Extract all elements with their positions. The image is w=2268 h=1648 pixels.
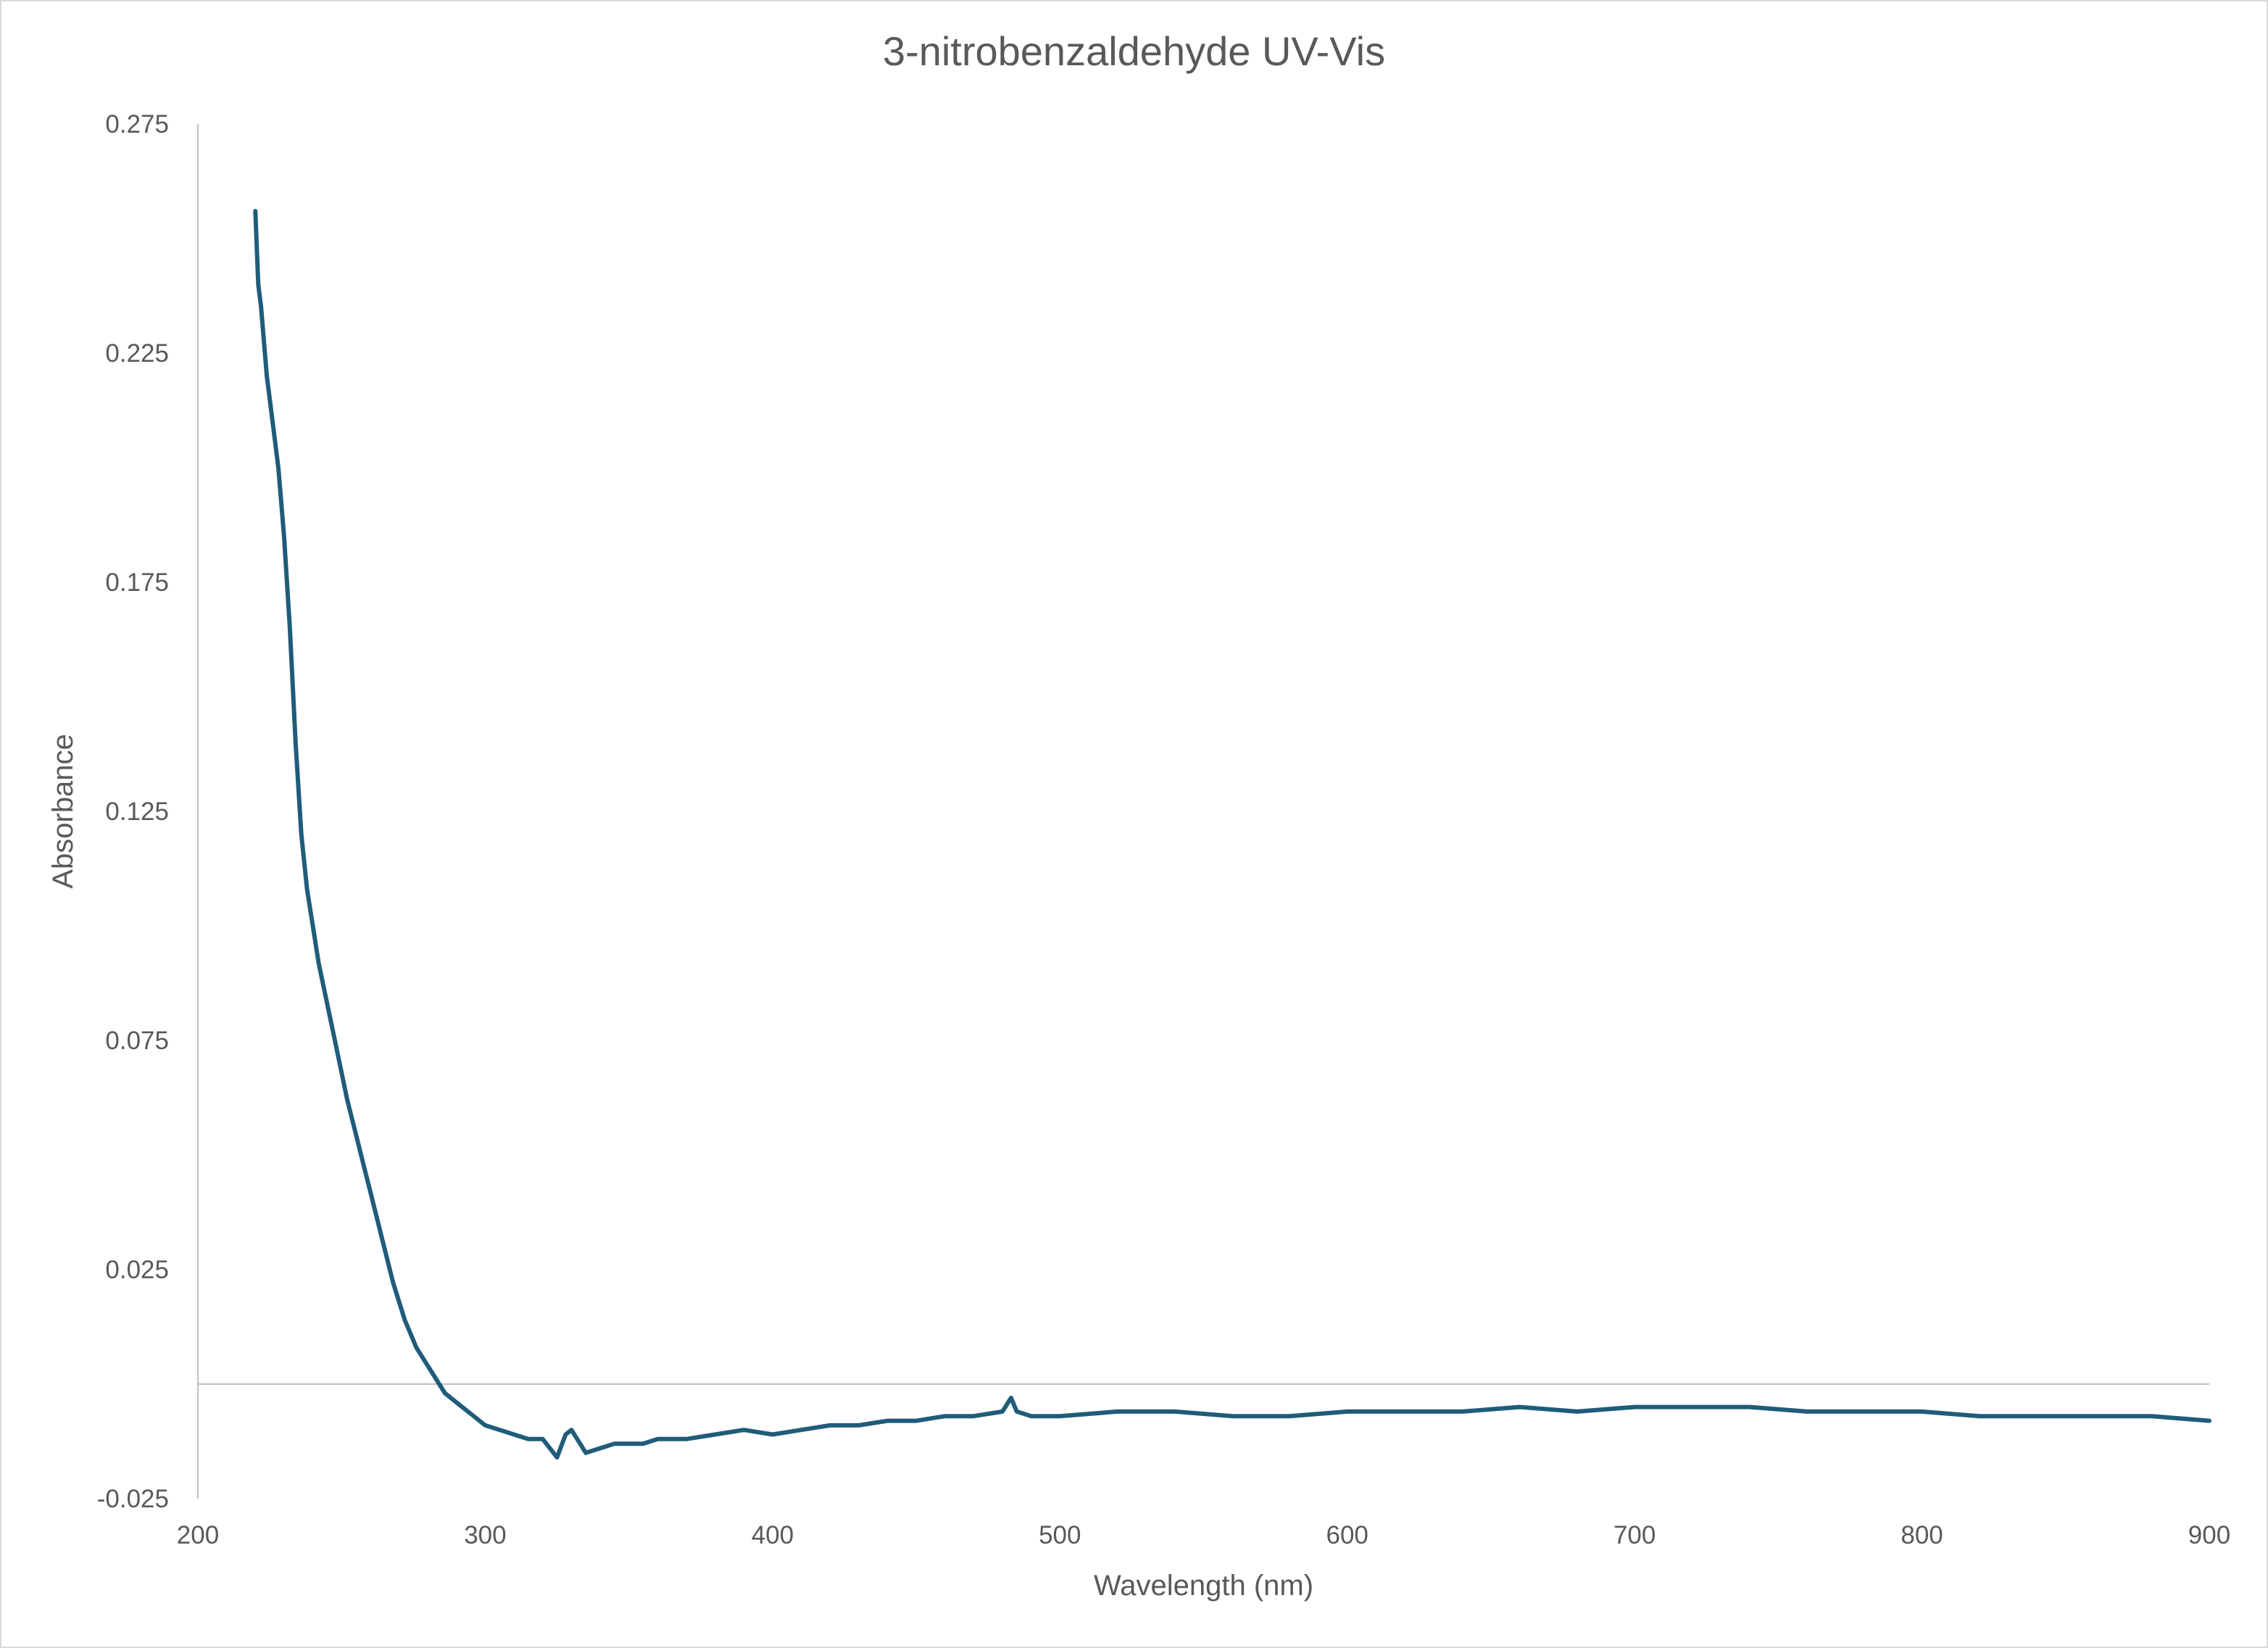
y-axis-title: Absorbance xyxy=(47,734,79,888)
y-tick-label: 0.175 xyxy=(105,568,169,597)
x-tick-label: 900 xyxy=(2188,1521,2230,1549)
x-tick-label: 200 xyxy=(177,1521,219,1549)
chart-title: 3-nitrobenzaldehyde UV-Vis xyxy=(882,28,1386,74)
series-line-0 xyxy=(253,209,2211,1460)
x-axis-title: Wavelength (nm) xyxy=(1094,1570,1313,1602)
x-tick-label: 400 xyxy=(752,1521,794,1549)
x-tick-label: 700 xyxy=(1613,1521,1656,1549)
series-layer xyxy=(253,209,2211,1460)
y-tick-labels: -0.025 0.025 0.075 0.125 0.175 0.225 0.275 xyxy=(97,110,169,1513)
y-tick-label: 0.125 xyxy=(105,798,169,826)
x-tick-labels: 200 300 400 500 600 700 800 900 xyxy=(177,1521,2230,1549)
x-tick-label: 300 xyxy=(464,1521,506,1549)
y-tick-label: 0.225 xyxy=(105,339,169,368)
x-tick-label: 500 xyxy=(1039,1521,1081,1549)
y-tick-label: 0.275 xyxy=(105,110,169,138)
y-tick-label: 0.025 xyxy=(105,1256,169,1284)
y-tick-label: 0.075 xyxy=(105,1027,169,1055)
x-tick-label: 600 xyxy=(1326,1521,1368,1549)
y-tick-label: -0.025 xyxy=(97,1485,169,1513)
x-tick-label: 800 xyxy=(1901,1521,1943,1549)
